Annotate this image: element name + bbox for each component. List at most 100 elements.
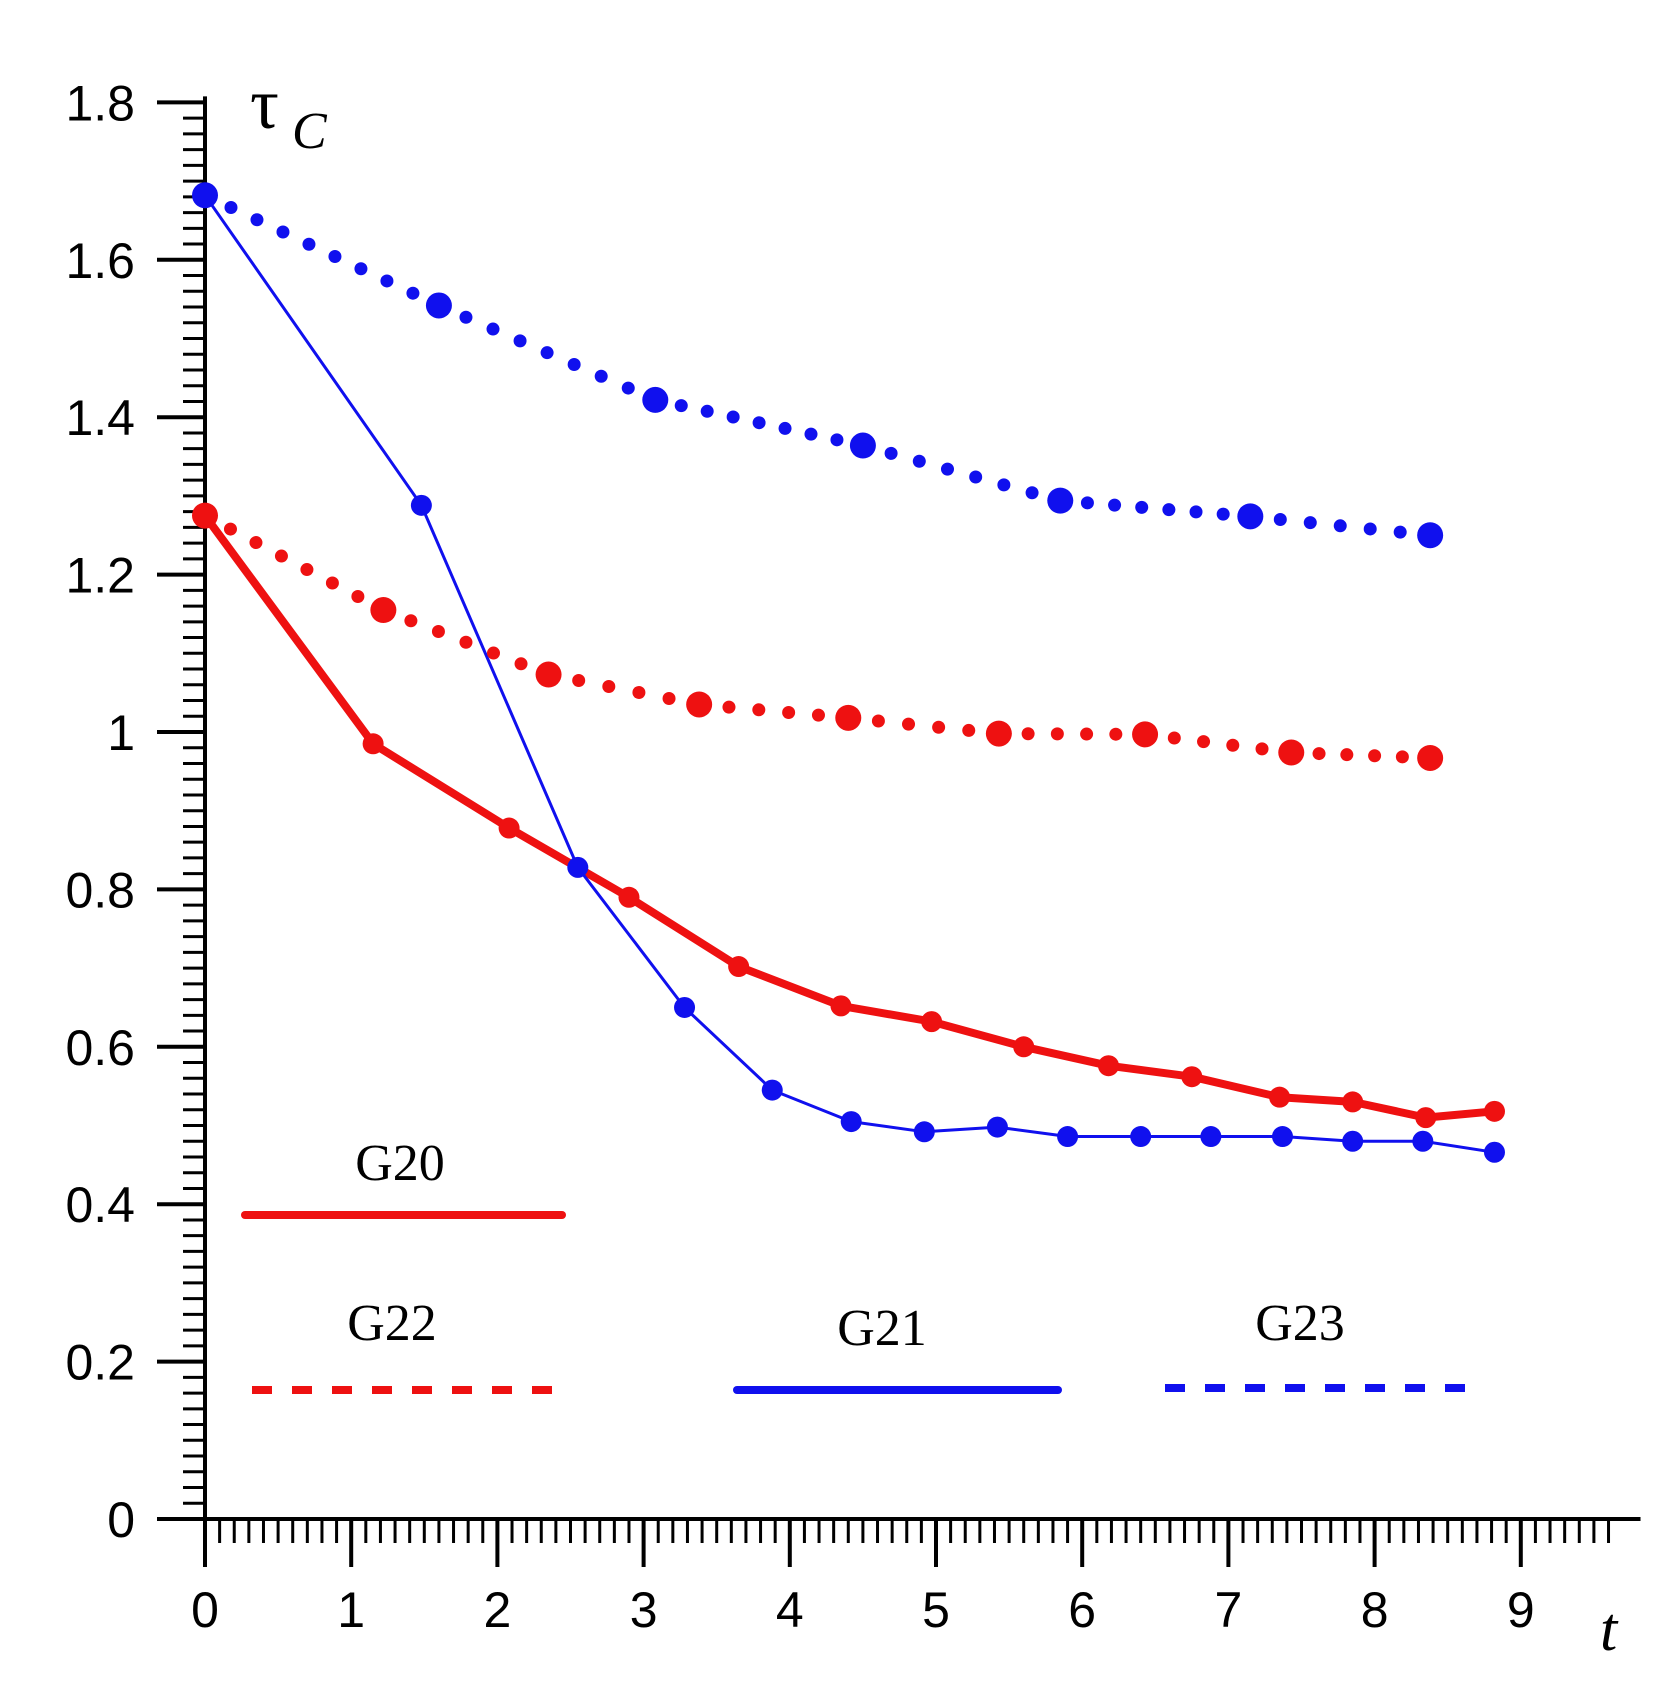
g23-line-dot [884, 446, 898, 460]
x-tick-label: 8 [1361, 1582, 1389, 1638]
g20-point [1483, 1100, 1505, 1122]
g21-point [1130, 1126, 1152, 1148]
g23-line-dot [804, 427, 818, 441]
g23-line-dot [1135, 500, 1149, 514]
g23-line-dot [1333, 519, 1347, 533]
g23-point [1417, 522, 1444, 549]
y-tick-label: 1.2 [65, 548, 135, 604]
g23-line-dot [969, 470, 983, 484]
g22-line-dot [325, 576, 339, 590]
g23-point [849, 432, 876, 459]
g22-point [1132, 721, 1159, 748]
x-tick-label: 5 [922, 1582, 950, 1638]
x-tick-label: 6 [1068, 1582, 1096, 1638]
g23-line-dot [250, 213, 264, 227]
y-tick-label: 1.8 [65, 75, 135, 131]
g23-line-dot [1108, 498, 1122, 512]
g21-point [1200, 1126, 1222, 1148]
g23-line-dot [700, 404, 714, 418]
g22-point [1417, 744, 1444, 771]
g23-line-dot [354, 262, 368, 276]
g22-line-dot [514, 657, 528, 671]
x-tick-label: 7 [1214, 1582, 1242, 1638]
y-tick-label: 1.6 [65, 233, 135, 289]
g20-point [1415, 1107, 1437, 1129]
g20-point [498, 817, 520, 839]
g20-point [728, 956, 750, 978]
g22-line-dot [572, 674, 586, 688]
g23-line-dot [752, 416, 766, 430]
g22-line-dot [722, 700, 736, 714]
x-tick-label: 2 [483, 1582, 511, 1638]
g22-line-dot [1197, 735, 1211, 749]
g23-line-dot [594, 369, 608, 383]
g23-line-dot [1080, 496, 1094, 510]
y-tick-label: 0.4 [65, 1177, 135, 1233]
g23-line-dot [1189, 505, 1203, 519]
x-axis-label: t [1600, 1596, 1619, 1664]
g22-line-dot [1050, 727, 1064, 741]
g23-line-dot [540, 346, 554, 360]
g23-line-dot [276, 225, 290, 239]
g22-line-dot [300, 563, 314, 577]
g23-line-dot [1025, 486, 1039, 500]
g20-point [618, 886, 640, 908]
g21-point [986, 1116, 1008, 1138]
g22-line-dot [1021, 727, 1035, 741]
g22-line-dot [249, 536, 263, 550]
g22-line-dot [871, 714, 885, 728]
g22-line-dot [902, 717, 916, 731]
legend-label-g21: G21 [837, 1300, 927, 1357]
x-tick-label: 1 [337, 1582, 365, 1638]
g21-point [1057, 1126, 1079, 1148]
g22-point [535, 661, 562, 688]
g23-line-dot [940, 462, 954, 476]
g23-point [192, 182, 218, 209]
g22-line-dot [1395, 750, 1409, 764]
g22-line-dot [431, 625, 445, 639]
y-tick-label: 0 [107, 1492, 135, 1548]
g22-line-dot [1340, 748, 1354, 762]
x-tick-label: 4 [776, 1582, 804, 1638]
g23-line-dot [1363, 522, 1377, 536]
g23-point [642, 386, 669, 413]
y-tick-label: 0.8 [65, 862, 135, 918]
g23-point [1237, 503, 1264, 530]
g23-line-dot [302, 237, 316, 251]
g22-line-dot [1109, 727, 1123, 741]
g21-point [913, 1121, 935, 1143]
g22-line-dot [602, 680, 616, 694]
g23-line-dot [224, 201, 238, 215]
g22-line-dot [223, 522, 237, 536]
g22-line-dot [782, 705, 796, 719]
x-tick-label: 0 [191, 1582, 219, 1638]
g20-point [830, 995, 852, 1017]
g20-point [921, 1011, 943, 1033]
g22-point [686, 691, 713, 718]
g22-point [1278, 739, 1305, 766]
g23-line-dot [621, 381, 635, 395]
g22-line-dot [1368, 749, 1382, 763]
g20-point [1013, 1036, 1035, 1058]
g20-point [1269, 1086, 1291, 1108]
g23-line-dot [513, 334, 527, 348]
g23-line-dot [328, 249, 342, 263]
g23-line-dot [726, 410, 740, 424]
g23-line-dot [778, 421, 792, 435]
g23-line-dot [1162, 503, 1176, 517]
g21-point [1483, 1141, 1505, 1163]
g22-line-dot [351, 590, 365, 604]
x-tick-label: 9 [1507, 1582, 1535, 1638]
g22-line-dot [1080, 727, 1094, 741]
g22-line-dot [962, 723, 976, 737]
g21-point [410, 494, 432, 516]
g22-line-dot [404, 614, 418, 628]
g22-line-dot [632, 685, 646, 699]
y-tick-label: 1 [107, 705, 135, 761]
axes: 0 0.2 0.4 0.6 0.8 1 1.2 1.4 1.6 1.8 0 1 2 3 4 5 6 7 8 9 [65, 75, 1641, 1638]
g23-line-dot [912, 454, 926, 468]
g20-point [362, 733, 384, 755]
g22-line-dot [487, 646, 501, 660]
g23-line-dot [1393, 525, 1407, 539]
